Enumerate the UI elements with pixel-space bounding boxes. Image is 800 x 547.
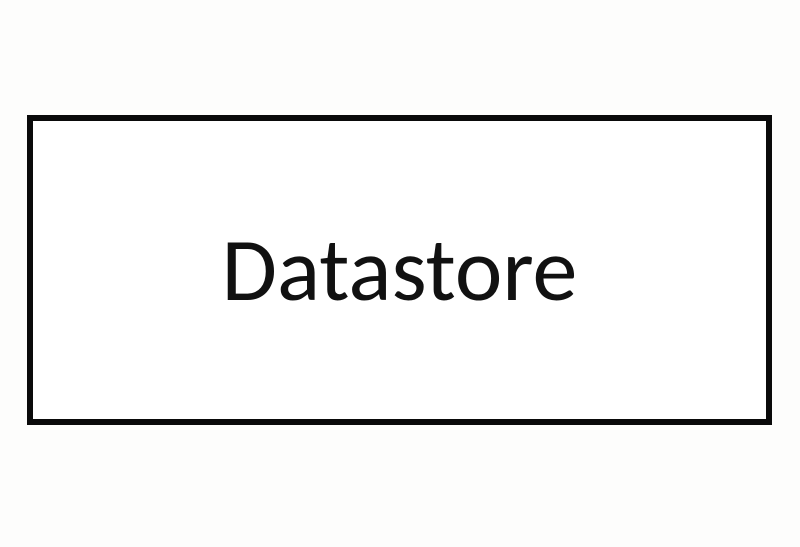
datastore-label: Datastore: [222, 221, 578, 320]
datastore-box: Datastore: [27, 115, 772, 425]
diagram-canvas: Datastore: [0, 0, 800, 547]
